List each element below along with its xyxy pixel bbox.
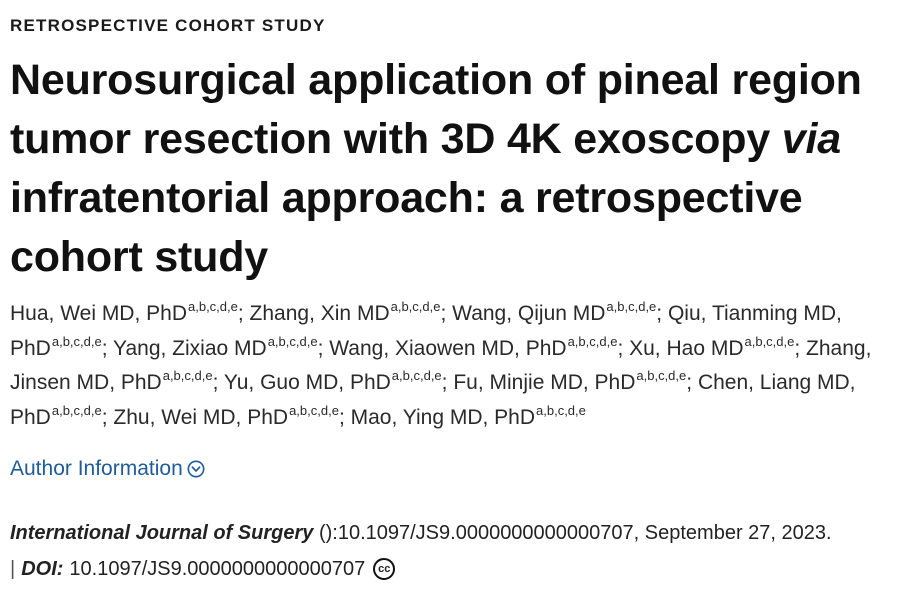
- author-name[interactable]: Chen, Liang MD, PhD: [10, 371, 856, 429]
- author[interactable]: Yu, Guo MD, PhDa,b,c,d,e: [223, 368, 442, 394]
- author[interactable]: Zhang, Xin MDa,b,c,d,e: [249, 299, 441, 325]
- author[interactable]: Zhu, Wei MD, PhDa,b,c,d,e: [113, 402, 339, 429]
- author-affiliation: a,b,c,d,e: [289, 402, 339, 418]
- author-name[interactable]: Zhang, Xin MD: [249, 302, 390, 325]
- author-name[interactable]: Yang, Zixiao MD: [113, 336, 267, 360]
- author-affiliation: a,b,c,d,e: [536, 402, 586, 418]
- author-affiliation: a,b,c,d,e: [51, 333, 102, 349]
- author-information-toggle[interactable]: Author Information: [10, 455, 895, 483]
- title-text-1: Neurosurgical application of pineal regi…: [10, 56, 862, 163]
- author-name[interactable]: Zhang, Jinsen MD, PhD: [10, 336, 872, 395]
- author-information-label[interactable]: Author Information: [10, 457, 183, 480]
- author[interactable]: Hua, Wei MD, PhDa,b,c,d,e: [10, 299, 238, 325]
- chevron-down-circle-icon[interactable]: [187, 460, 205, 478]
- author[interactable]: Zhang, Jinsen MD, PhDa,b,c,d,e: [10, 337, 871, 395]
- doi-line: | DOI: 10.1097/JS9.0000000000000707 cc: [10, 551, 895, 587]
- author-affiliation: a,b,c,d,e: [567, 333, 618, 349]
- author-affiliation: a,b,c,d,e: [744, 333, 795, 349]
- author[interactable]: Xu, Hao MDa,b,c,d,e: [629, 333, 795, 360]
- author-affiliation: a,b,c,d,e: [391, 368, 442, 383]
- author-name[interactable]: Xu, Hao MD: [629, 336, 744, 360]
- author-affiliation: a,b,c,d,e: [188, 299, 238, 314]
- author[interactable]: Wang, Qijun MDa,b,c,d,e: [452, 299, 657, 325]
- article-header: RETROSPECTIVE COHORT STUDY Neurosurgical…: [10, 0, 895, 587]
- author[interactable]: Yang, Zixiao MDa,b,c,d,e: [113, 333, 318, 360]
- author-name[interactable]: Wang, Xiaowen MD, PhD: [329, 336, 567, 360]
- author-affiliation: a,b,c,d,e: [162, 368, 213, 383]
- article-type-label: RETROSPECTIVE COHORT STUDY: [10, 16, 326, 35]
- author-affiliation: a,b,c,d,e: [267, 333, 318, 349]
- author-list: Hua, Wei MD, PhDa,b,c,d,e; Zhang, Xin MD…: [10, 299, 872, 429]
- author-name[interactable]: Zhu, Wei MD, PhD: [113, 405, 289, 429]
- author-name[interactable]: Yu, Guo MD, PhD: [223, 371, 391, 394]
- citation-line: International Journal of Surgery ():10.1…: [10, 515, 895, 551]
- article-title: Neurosurgical application of pineal regi…: [10, 51, 895, 287]
- author[interactable]: Fu, Minjie MD, PhDa,b,c,d,e: [453, 368, 687, 394]
- author-affiliation: a,b,c,d,e: [636, 368, 687, 383]
- author[interactable]: Chen, Liang MD, PhDa,b,c,d,e: [10, 371, 856, 429]
- author-name[interactable]: Qiu, Tianming MD, PhD: [10, 302, 842, 360]
- author-name[interactable]: Fu, Minjie MD, PhD: [453, 371, 636, 394]
- title-text-2: infratentorial approach: a retrospective…: [10, 174, 803, 281]
- author-name[interactable]: Wang, Qijun MD: [452, 302, 606, 325]
- author-affiliation: a,b,c,d,e: [606, 299, 657, 314]
- doi-label: DOI:: [21, 558, 64, 580]
- journal-name: International Journal of Surgery: [10, 522, 314, 544]
- author[interactable]: Qiu, Tianming MD, PhDa,b,c,d,e: [10, 302, 842, 360]
- author-affiliation: a,b,c,d,e: [51, 402, 102, 418]
- author-affiliation: a,b,c,d,e: [390, 299, 441, 314]
- citation-details: ():10.1097/JS9.0000000000000707, Septemb…: [313, 522, 832, 544]
- author[interactable]: Mao, Ying MD, PhDa,b,c,d,e: [350, 402, 586, 429]
- doi-value[interactable]: 10.1097/JS9.0000000000000707: [69, 558, 366, 580]
- title-italic: via: [781, 115, 841, 163]
- author-name[interactable]: Hua, Wei MD, PhD: [10, 302, 187, 325]
- separator: |: [10, 558, 16, 580]
- author[interactable]: Wang, Xiaowen MD, PhDa,b,c,d,e: [329, 333, 618, 360]
- author-name[interactable]: Mao, Ying MD, PhD: [350, 405, 536, 429]
- creative-commons-icon[interactable]: cc: [373, 558, 396, 580]
